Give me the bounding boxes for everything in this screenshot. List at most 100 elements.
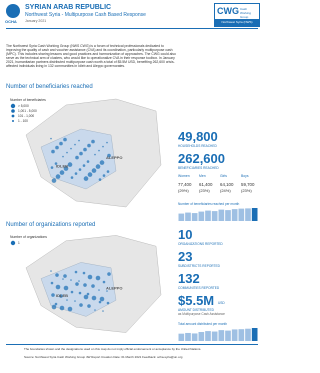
community bbox=[74, 143, 76, 146]
community bbox=[83, 176, 89, 181]
community bbox=[78, 139, 80, 142]
community bbox=[51, 178, 57, 183]
map-label: ALEPPO bbox=[106, 155, 122, 160]
source: Source: Northwest Syria Cash Working Gro… bbox=[24, 355, 183, 359]
community bbox=[55, 174, 61, 179]
bar bbox=[245, 208, 251, 221]
community bbox=[70, 279, 72, 281]
ocha-logo bbox=[6, 4, 20, 18]
group-value: 61,400 bbox=[199, 182, 213, 187]
community bbox=[74, 270, 78, 274]
community bbox=[74, 300, 76, 302]
bar bbox=[178, 213, 185, 221]
community bbox=[67, 306, 73, 312]
community bbox=[63, 285, 69, 291]
individuals: 262,600 bbox=[178, 151, 225, 166]
legend-item: 1 bbox=[18, 241, 20, 245]
community bbox=[70, 147, 72, 150]
legend-item: 1 - 100 bbox=[18, 119, 28, 123]
legend-swatch bbox=[10, 103, 16, 109]
footer-rule bbox=[6, 344, 258, 345]
community bbox=[63, 274, 67, 278]
group-label: Men bbox=[199, 174, 206, 178]
map-label: IDLEB bbox=[56, 293, 68, 298]
group-label: Girls bbox=[220, 174, 227, 178]
page: OCHA SYRIAN ARAB REPUBLIC Northwest Syri… bbox=[5, 3, 260, 359]
bar bbox=[218, 330, 225, 341]
community bbox=[62, 155, 64, 158]
community bbox=[83, 147, 87, 152]
community bbox=[98, 149, 100, 152]
amount-unit: USD bbox=[218, 301, 225, 305]
group-share: (24%) bbox=[220, 188, 231, 193]
bar bbox=[185, 212, 191, 221]
community bbox=[83, 294, 89, 300]
country: SYRIAN ARAB REPUBLIC bbox=[25, 4, 112, 11]
cwg-logo: CWG Cash Working Group Northwest Syria (… bbox=[214, 3, 260, 27]
community bbox=[82, 271, 86, 275]
group-label: Women bbox=[178, 174, 190, 178]
community bbox=[51, 149, 55, 154]
households: 49,800 bbox=[178, 129, 218, 144]
community bbox=[87, 274, 93, 280]
bar bbox=[238, 329, 245, 341]
community bbox=[99, 296, 105, 302]
legend-swatch bbox=[10, 240, 16, 246]
group-value: 59,700 bbox=[241, 182, 255, 187]
bar bbox=[251, 208, 258, 221]
community bbox=[91, 139, 95, 144]
community bbox=[95, 275, 101, 281]
community bbox=[70, 176, 74, 179]
bar bbox=[185, 332, 191, 341]
community bbox=[74, 172, 78, 175]
community bbox=[70, 290, 74, 294]
community bbox=[107, 272, 111, 276]
community bbox=[86, 292, 90, 296]
community bbox=[62, 278, 64, 280]
community bbox=[82, 164, 86, 167]
logo-name: Cash Working Group bbox=[240, 7, 251, 19]
bar bbox=[198, 332, 205, 341]
community bbox=[55, 273, 59, 277]
community bbox=[83, 283, 87, 287]
community bbox=[66, 151, 68, 154]
community bbox=[51, 304, 57, 310]
stat-value: 10 bbox=[178, 227, 193, 242]
bar bbox=[205, 210, 211, 221]
bar bbox=[211, 331, 218, 341]
community bbox=[94, 153, 96, 156]
map: IDLEB ALEPPO Number of organizations 1 bbox=[10, 235, 162, 333]
community bbox=[102, 145, 104, 148]
community bbox=[86, 160, 90, 163]
monthly-title: Total amount distributed per month bbox=[178, 322, 228, 326]
community bbox=[67, 162, 73, 167]
community bbox=[106, 301, 110, 305]
community bbox=[78, 168, 82, 171]
community bbox=[51, 293, 55, 297]
community bbox=[78, 280, 80, 282]
community bbox=[87, 304, 91, 308]
legend-item: 101 - 1,000 bbox=[18, 114, 34, 118]
community bbox=[66, 299, 68, 301]
community bbox=[50, 166, 54, 169]
logo-region: Northwest Syria (NWS) bbox=[215, 19, 259, 26]
legend-title: Number of beneficiaries bbox=[10, 98, 46, 102]
community bbox=[50, 270, 52, 272]
monthly-title: Number of beneficiaries reached per mont… bbox=[178, 202, 240, 206]
community bbox=[87, 143, 91, 148]
disclaimer: The boundaries shown and the designation… bbox=[24, 347, 202, 351]
stat-value: 23 bbox=[178, 249, 193, 264]
stat-label: ORGANIZATIONS REPORTED bbox=[178, 242, 223, 246]
group-label: Boys bbox=[241, 174, 249, 178]
bar bbox=[218, 209, 225, 221]
community bbox=[102, 310, 104, 312]
stat-label: COMMUNITIES REPORTED bbox=[178, 286, 220, 290]
amount-note: as Multipurpose Cash Assistance bbox=[178, 312, 225, 316]
section-title: Number of organizations reported bbox=[6, 222, 96, 228]
community bbox=[50, 281, 54, 285]
community bbox=[78, 291, 82, 295]
community bbox=[75, 282, 79, 286]
individuals-label: BENEFICIARIES REACHED bbox=[178, 166, 219, 170]
community bbox=[59, 141, 63, 146]
legend-title: Number of organizations bbox=[10, 235, 47, 239]
